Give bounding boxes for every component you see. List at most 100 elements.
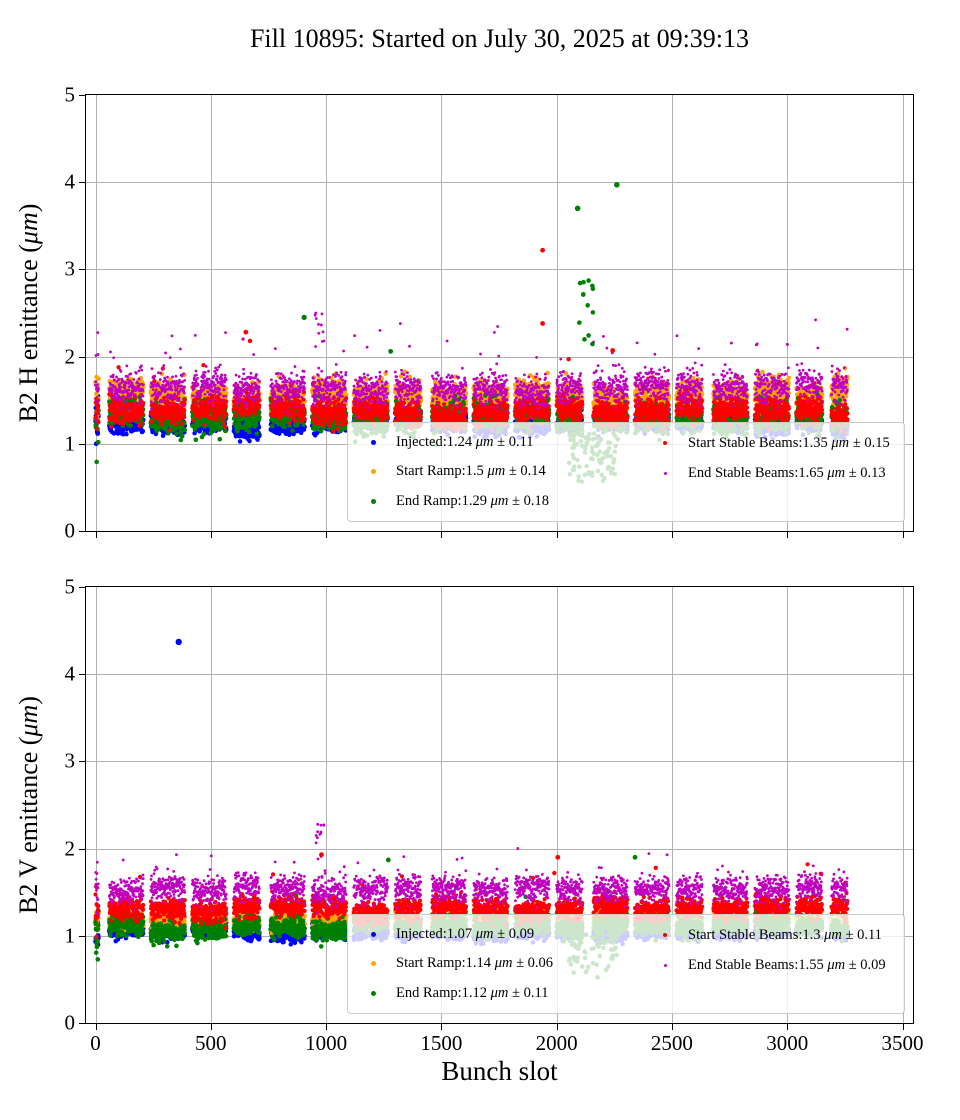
legend-item-label: Injected:1.07 μm ± 0.09: [396, 926, 535, 943]
y-tick-label: 3: [64, 256, 76, 281]
x-tick-label: 2500: [650, 1031, 693, 1055]
legend-marker: [652, 932, 678, 938]
y-tick: [79, 674, 85, 675]
legend-item: End Ramp:1.12 μm ± 0.11: [360, 979, 652, 1008]
y-tick-label: 5: [64, 82, 76, 107]
legend-item: Start Ramp:1.14 μm ± 0.06: [360, 949, 652, 978]
y-tick: [79, 444, 85, 445]
x-tick: [326, 532, 327, 538]
legend-item: End Stable Beams:1.65 μm ± 0.13: [652, 458, 904, 488]
y-tick: [79, 357, 85, 358]
y-tick: [79, 936, 85, 937]
y-tick-label: 0: [64, 1010, 76, 1035]
x-tick: [211, 532, 212, 538]
y-tick-label: 2: [64, 836, 76, 861]
legend-marker-dot: [370, 932, 376, 938]
y-tick: [79, 1023, 85, 1024]
y-tick-label: 1: [64, 431, 76, 456]
x-tick-label: 500: [195, 1031, 227, 1055]
y-tick: [79, 587, 85, 588]
legend-item-label: End Ramp:1.12 μm ± 0.11: [396, 984, 549, 1001]
legend-item-label: Injected:1.24 μm ± 0.11: [396, 434, 534, 451]
legend-marker-dot: [370, 469, 376, 475]
legend-item: Injected:1.07 μm ± 0.09: [360, 920, 652, 949]
legend-column: Start Stable Beams:1.3 μm ± 0.11 End Stab…: [652, 920, 904, 1008]
y-axis-label-h: B2 H emittance (μm): [14, 203, 43, 423]
x-tick: [557, 1024, 558, 1030]
plot-b2-h-emittance: B2 H emittance (μm) Injected:1.24 μm ± 0…: [14, 83, 914, 543]
x-tick-label: 3000: [766, 1031, 809, 1055]
legend-column: Start Stable Beams:1.35 μm ± 0.15 End Sta…: [652, 428, 904, 516]
y-tick: [79, 269, 85, 270]
y-tick-label: 3: [64, 748, 76, 773]
legend-item: Start Ramp:1.5 μm ± 0.14: [360, 457, 652, 486]
y-tick-label: 1: [64, 923, 76, 948]
x-tick: [441, 1024, 442, 1030]
legend-marker: [360, 961, 386, 967]
legend-marker: [360, 990, 386, 996]
x-tick: [903, 532, 904, 538]
legend-item-label: End Ramp:1.29 μm ± 0.18: [396, 492, 549, 509]
legend-item-label: End Stable Beams:1.55 μm ± 0.09: [688, 956, 886, 973]
y-tick: [79, 849, 85, 850]
plot-b2-v-emittance: B2 V emittance (μm) Injected:1.07 μm ± 0…: [14, 575, 924, 1056]
x-tick: [903, 1024, 904, 1030]
legend-marker: [360, 469, 386, 475]
legend-marker: [360, 498, 386, 504]
legend-item-label: Start Ramp:1.14 μm ± 0.06: [396, 955, 554, 972]
legend-marker-dot: [662, 440, 668, 446]
legend-marker: [652, 440, 678, 446]
legend-marker-dot: [370, 990, 376, 996]
legend-item: End Stable Beams:1.55 μm ± 0.09: [652, 950, 904, 980]
legend-marker-dot: [370, 961, 376, 967]
x-tick-label: 1500: [420, 1031, 463, 1055]
legend-column: Injected:1.24 μm ± 0.11 Start Ramp:1.5 μm…: [360, 428, 652, 516]
legend-item: End Ramp:1.29 μm ± 0.18: [360, 487, 652, 516]
legend-marker-dot: [370, 440, 376, 446]
y-axis-label-v: B2 V emittance (μm): [14, 696, 43, 914]
legend-item: Start Stable Beams:1.3 μm ± 0.11: [652, 920, 904, 950]
legend-marker: [652, 471, 678, 475]
y-tick: [79, 95, 85, 96]
x-tick: [672, 532, 673, 538]
y-tick: [79, 531, 85, 532]
legend-marker-dot: [370, 498, 376, 504]
y-tick: [79, 761, 85, 762]
x-tick: [96, 532, 97, 538]
x-tick-label: 3500: [881, 1031, 924, 1055]
x-tick-label: 2000: [535, 1031, 578, 1055]
legend-item: Injected:1.24 μm ± 0.11: [360, 428, 652, 457]
legend-column: Injected:1.07 μm ± 0.09 Start Ramp:1.14 μ…: [360, 920, 652, 1008]
legend-item-label: Start Stable Beams:1.35 μm ± 0.15: [688, 434, 890, 451]
legend-marker-dot: [663, 471, 667, 475]
x-tick: [96, 1024, 97, 1030]
x-tick: [672, 1024, 673, 1030]
y-tick-label: 4: [64, 169, 76, 194]
legend-h: Injected:1.24 μm ± 0.11 Start Ramp:1.5 μm…: [347, 422, 905, 522]
legend-marker: [652, 963, 678, 967]
legend-item-label: Start Ramp:1.5 μm ± 0.14: [396, 463, 546, 480]
x-tick: [441, 532, 442, 538]
legend-marker-dot: [663, 963, 667, 967]
x-tick: [557, 532, 558, 538]
x-tick: [326, 1024, 327, 1030]
y-tick-label: 4: [64, 661, 76, 686]
x-tick-label: 1000: [305, 1031, 348, 1055]
legend-v: Injected:1.07 μm ± 0.09 Start Ramp:1.14 μ…: [347, 914, 905, 1014]
y-tick-label: 0: [64, 518, 76, 543]
x-tick: [787, 1024, 788, 1030]
legend-item-label: End Stable Beams:1.65 μm ± 0.13: [688, 464, 886, 481]
x-tick-label: 0: [90, 1031, 101, 1055]
y-tick: [79, 182, 85, 183]
legend-marker: [360, 440, 386, 446]
x-axis-label: Bunch slot: [441, 1056, 558, 1086]
figure-title: Fill 10895: Started on July 30, 2025 at …: [249, 24, 750, 53]
y-tick-label: 2: [64, 344, 76, 369]
legend-item: Start Stable Beams:1.35 μm ± 0.15: [652, 428, 904, 458]
legend-marker: [360, 932, 386, 938]
x-tick: [211, 1024, 212, 1030]
legend-item-label: Start Stable Beams:1.3 μm ± 0.11: [688, 926, 882, 943]
x-tick: [787, 532, 788, 538]
legend-marker-dot: [662, 932, 668, 938]
